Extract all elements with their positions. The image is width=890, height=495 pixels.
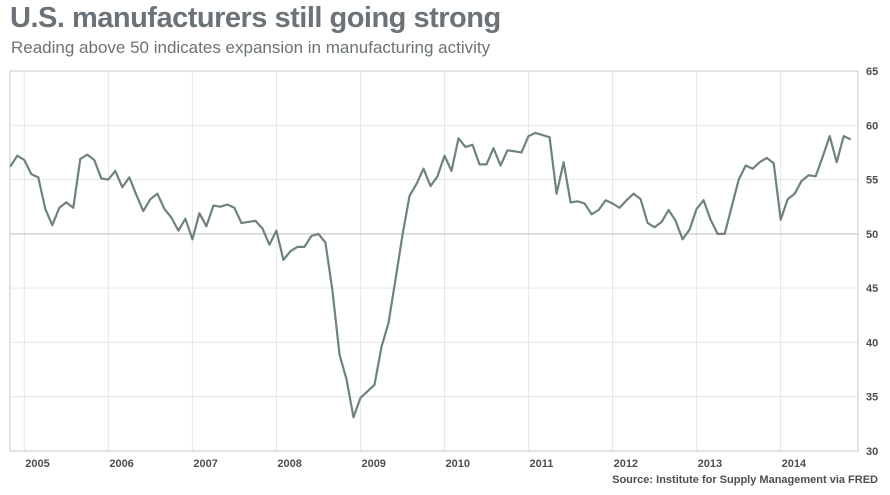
y-tick-label-60: 60 <box>866 120 878 132</box>
x-axis-ticks: 2005 2006 2007 2008 2009 2010 2011 2012 2013 2014 <box>25 458 807 470</box>
x-tick-label-2006: 2006 <box>109 458 133 470</box>
y-axis-ticks: 30 35 40 45 50 55 60 65 <box>866 66 878 458</box>
x-tick-label-2008: 2008 <box>277 458 301 470</box>
x-tick-label-2009: 2009 <box>361 458 385 470</box>
chart-subtitle: Reading above 50 indicates expansion in … <box>11 38 491 57</box>
y-tick-label-55: 55 <box>866 175 878 187</box>
plot-frame <box>9 70 859 452</box>
x-tick-label-2005: 2005 <box>25 458 49 470</box>
y-tick-label-30: 30 <box>866 446 878 458</box>
series-line <box>9 131 852 419</box>
y-tick-label-45: 45 <box>866 283 878 295</box>
y-tick-label-40: 40 <box>866 337 878 349</box>
y-tick-label-50: 50 <box>866 229 878 241</box>
y-tick-label-35: 35 <box>866 392 878 404</box>
x-tick-label-2007: 2007 <box>193 458 217 470</box>
chart-title: U.S. manufacturers still going strong <box>10 2 501 34</box>
x-tick-label-2014: 2014 <box>782 458 807 470</box>
x-tick-label-2010: 2010 <box>446 458 470 470</box>
x-tick-label-2011: 2011 <box>530 458 554 470</box>
y-tick-label-65: 65 <box>866 66 878 78</box>
grid-layer <box>10 71 858 451</box>
source-note: Source: Institute for Supply Management … <box>612 474 878 486</box>
series-layer <box>9 131 852 419</box>
x-tick-label-2012: 2012 <box>614 458 638 470</box>
x-tick-label-2013: 2013 <box>698 458 722 470</box>
